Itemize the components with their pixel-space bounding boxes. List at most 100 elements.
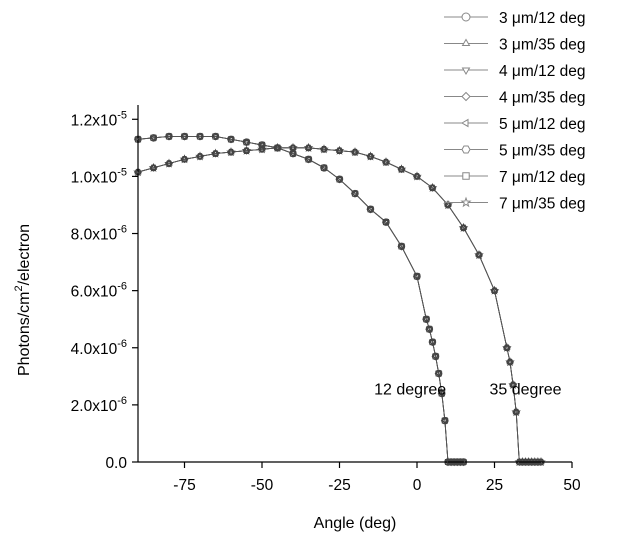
data-point (212, 133, 219, 140)
legend-marker (461, 67, 471, 76)
data-point (133, 135, 141, 143)
legend-label: 7 μm/35 deg (499, 196, 585, 213)
data-point (508, 379, 518, 389)
series-line-8 (137, 147, 541, 463)
data-point (288, 142, 298, 152)
data-point (441, 417, 448, 424)
data-point (319, 144, 329, 154)
data-point (210, 148, 221, 158)
legend-label: 3 μm/35 deg (499, 37, 585, 54)
legend-marker (461, 91, 471, 102)
data-point (474, 249, 484, 259)
data-point (211, 132, 218, 141)
legend-item: 4 μm/12 deg (444, 63, 585, 80)
data-point (150, 134, 157, 141)
series-line-7 (137, 135, 464, 463)
series-7-points (134, 133, 467, 466)
data-point (440, 416, 447, 425)
data-point (350, 189, 358, 198)
legend-marker (461, 38, 471, 46)
data-point (412, 171, 422, 181)
data-point (365, 151, 376, 161)
legend-marker (460, 196, 472, 208)
data-point (366, 205, 373, 213)
data-point (320, 164, 328, 171)
data-point (335, 175, 342, 183)
data-point (242, 138, 249, 146)
data-point (536, 457, 546, 467)
data-point (164, 158, 174, 168)
x-tick-label: 0 (413, 477, 422, 494)
series-6-points (134, 144, 545, 466)
data-point (134, 136, 142, 143)
y-axis-title: Photons/cm2/electron (13, 224, 33, 376)
series-line-4 (137, 147, 541, 463)
legend-label: 7 μm/12 deg (499, 169, 585, 186)
legend-marker (461, 12, 471, 22)
data-point (164, 132, 172, 141)
legend-label: 3 μm/12 deg (499, 10, 585, 27)
legend-item: 4 μm/35 deg (444, 90, 585, 107)
series-line-6 (137, 147, 541, 463)
data-point (272, 142, 283, 152)
data-point (181, 133, 188, 140)
data-point (382, 219, 390, 226)
data-point (289, 150, 297, 157)
x-tick-label: 25 (486, 477, 503, 494)
data-point (196, 133, 204, 140)
data-point (438, 390, 445, 397)
data-point (428, 338, 435, 346)
legend-label: 4 μm/12 deg (499, 63, 585, 80)
data-point (179, 154, 190, 164)
y-tick-label: 0.0 (105, 455, 127, 472)
y-tick-label: 6.0x10-6 (71, 281, 127, 301)
legend-label: 5 μm/12 deg (499, 116, 585, 133)
y-tick-label: 4.0x10-6 (71, 338, 127, 358)
x-axis-ticks: -75 -50 -25 0 25 50 (173, 462, 581, 494)
legend-marker (460, 118, 469, 128)
series-line-1 (137, 135, 464, 463)
data-point (505, 357, 515, 367)
legend-item: 7 μm/12 deg (444, 169, 585, 186)
data-point (434, 369, 441, 378)
series-line-3 (137, 135, 464, 463)
data-point (458, 222, 469, 232)
data-point (437, 389, 444, 398)
legend-item: 7 μm/35 deg (444, 196, 585, 213)
axes (137, 105, 572, 463)
y-tick-label: 1.0x10-5 (71, 166, 127, 186)
data-point (180, 132, 187, 141)
data-point (431, 352, 438, 360)
data-point (396, 164, 407, 174)
data-point (165, 133, 173, 140)
annotations: 12 degree 35 degree (374, 381, 562, 398)
data-point (412, 272, 420, 280)
legend-marker (462, 172, 470, 180)
data-point (381, 218, 389, 226)
data-point (435, 370, 442, 377)
x-tick-label: 50 (563, 477, 581, 494)
data-point (511, 407, 521, 417)
data-point (288, 149, 296, 158)
x-tick-label: -25 (328, 477, 350, 494)
y-tick-label: 1.2x10-5 (71, 109, 127, 129)
series-2-points (134, 143, 545, 465)
data-point (226, 147, 236, 157)
data-point (303, 142, 314, 152)
legend-label: 4 μm/35 deg (499, 90, 585, 107)
series-1-points (134, 132, 468, 466)
data-point (149, 134, 156, 142)
data-point (334, 145, 345, 155)
data-point (422, 315, 429, 323)
x-tick-label: -50 (251, 477, 274, 494)
data-point (426, 326, 433, 333)
data-point (425, 325, 432, 333)
data-point (148, 162, 159, 172)
data-point (423, 316, 430, 323)
data-point (319, 164, 327, 172)
data-point (350, 147, 360, 157)
series-line-5 (137, 135, 464, 463)
legend-marker (461, 145, 471, 154)
data-point (397, 242, 404, 251)
annotation-label: 35 degree (490, 381, 562, 398)
